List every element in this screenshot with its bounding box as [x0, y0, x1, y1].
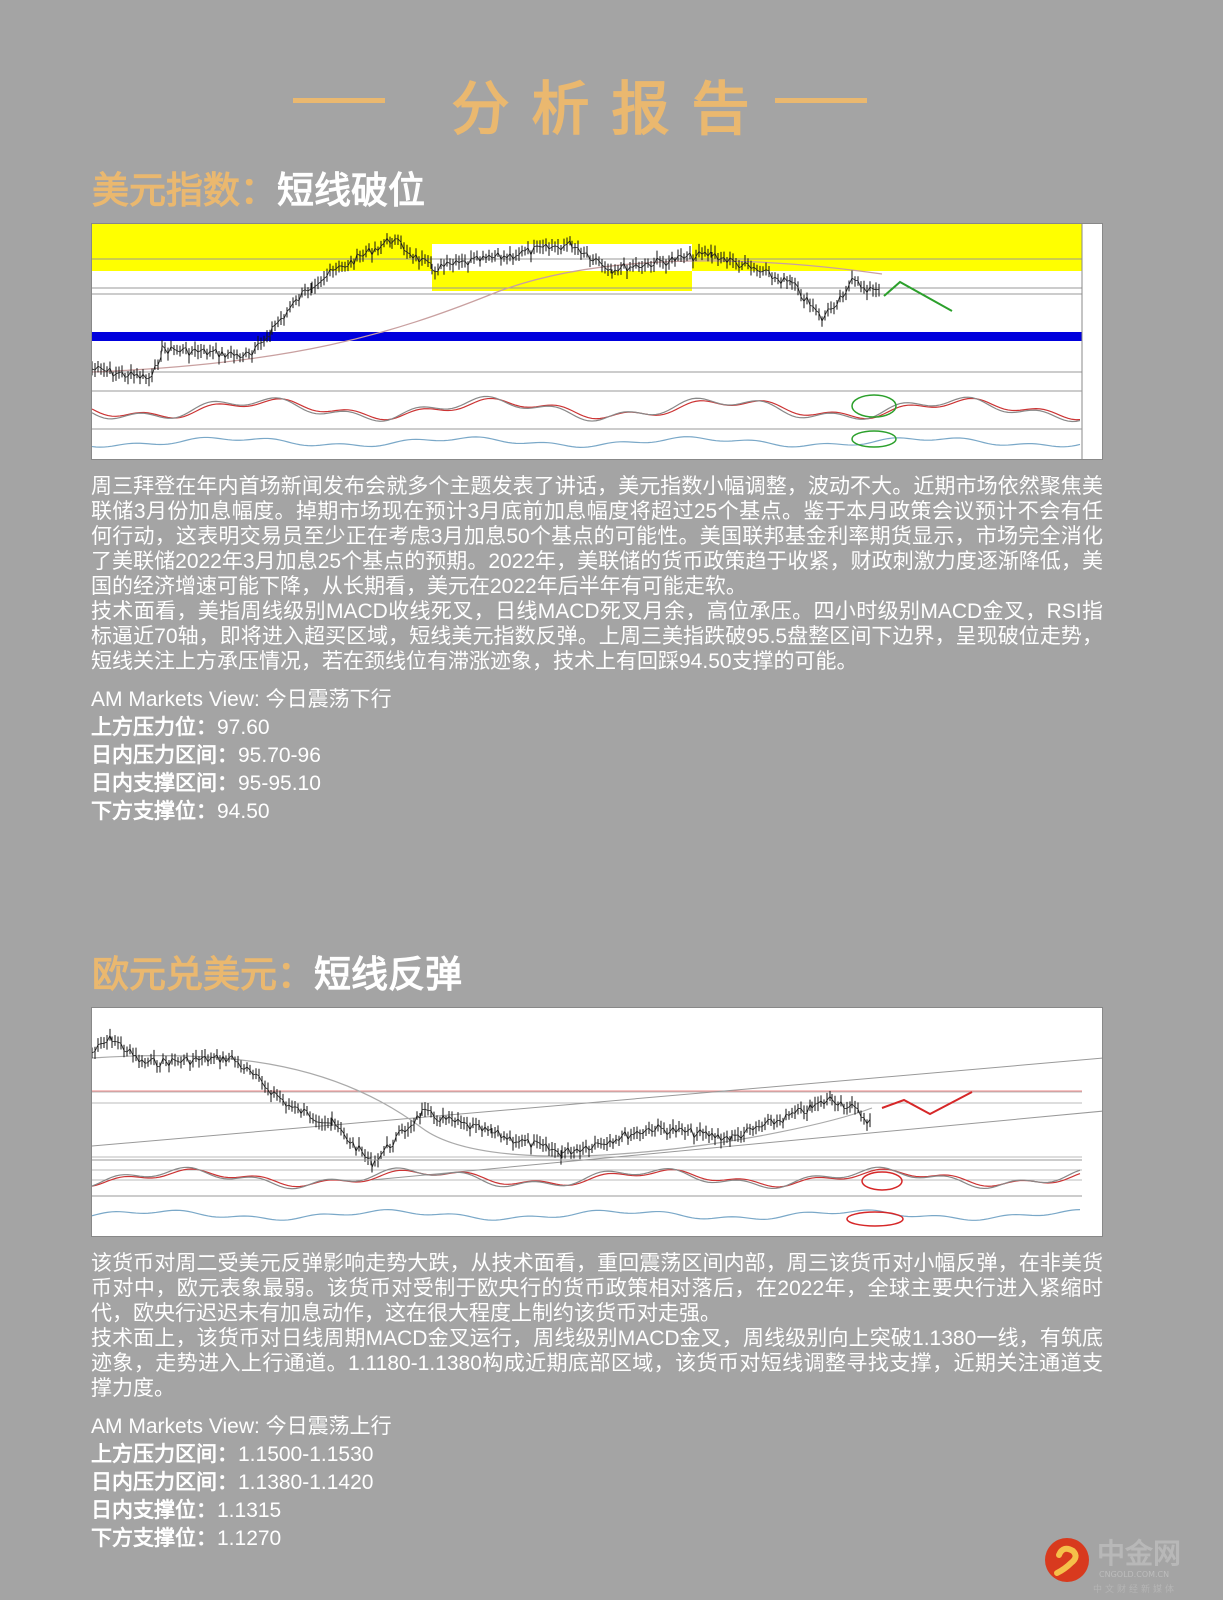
heading-view: 短线反弹 [314, 954, 462, 995]
forecast-arrow [883, 280, 953, 312]
eurusd-chart [91, 1007, 1105, 1237]
macd-signal-line [91, 1168, 1081, 1188]
highlight-circle [851, 394, 897, 418]
level-row: 日内支撑区间：95-95.10 [91, 772, 321, 795]
level-row: 上方压力区间：1.1500-1.1530 [91, 1443, 374, 1466]
paragraph: 技术面上，该货币对日线周期MACD金叉运行，周线级别MACD金叉，周线级别向上突… [91, 1327, 1103, 1400]
price-line [91, 237, 880, 380]
title-dash-right [775, 98, 867, 103]
level-row: 下方支撑位：1.1270 [91, 1527, 282, 1550]
usd-index-view: AM Markets View: 今日震荡下行 上方压力位：97.60 日内压力… [91, 686, 1103, 826]
paragraph: 周三拜登在年内首场新闻发布会就多个主题发表了讲话，美元指数小幅调整，波动不大。近… [91, 475, 1103, 598]
channel-lower [371, 1110, 1105, 1181]
highlight-circle [861, 1171, 903, 1191]
macd-line [91, 395, 1081, 423]
title-dash-left [293, 98, 385, 103]
paragraph: 技术面看，美指周线级别MACD收线死叉，日线MACD死叉月余，高位承压。四小时级… [91, 600, 1103, 673]
section-heading-usd-index: 美元指数：短线破位 [91, 168, 1103, 223]
usd-index-analysis: 周三拜登在年内首场新闻发布会就多个主题发表了讲话，美元指数小幅调整，波动不大。近… [91, 474, 1103, 674]
macd-line [91, 1166, 1081, 1190]
section-eurusd: 欧元兑美元：短线反弹 该货币对周二受美元反弹影响走势大跌，从技术面看，重回震荡区… [91, 952, 1105, 1553]
eurusd-view: AM Markets View: 今日震荡上行 上方压力区间：1.1500-1.… [91, 1413, 1103, 1553]
macd-signal-line [91, 397, 1081, 421]
view-title: AM Markets View: 今日震荡下行 [91, 688, 392, 711]
heading-view: 短线破位 [277, 170, 425, 211]
support-band [92, 332, 1082, 341]
level-row: 上方压力位：97.60 [91, 716, 270, 739]
heading-asset: 美元指数： [92, 170, 277, 211]
highlight-circle [851, 430, 897, 448]
level-row: 下方支撑位：94.50 [91, 800, 270, 823]
rsi-line [91, 436, 1081, 448]
eurusd-analysis: 该货币对周二受美元反弹影响走势大跌，从技术面看，重回震荡区间内部，周三该货币对小… [91, 1251, 1103, 1401]
usd-index-chart-image [91, 224, 1083, 460]
level-row: 日内压力区间：1.1380-1.1420 [91, 1471, 374, 1494]
cngold-logo: 中金网 CNGOLD.COM.CN 中文财经新媒体 [1045, 1537, 1181, 1595]
level-row: 日内支撑位：1.1315 [91, 1499, 282, 1522]
price-line [91, 1034, 871, 1169]
section-heading-eurusd: 欧元兑美元：短线反弹 [91, 952, 1103, 1007]
level-row: 日内压力区间：95.70-96 [91, 744, 321, 767]
report-body: 美元指数：短线破位 周三拜登在年内首场新闻发布会就多个主题发表了讲话，美元指数小… [91, 168, 1105, 1553]
heading-asset: 欧元兑美元： [92, 954, 314, 995]
highlight-circle [846, 1211, 904, 1227]
section-usd-index: 美元指数：短线破位 周三拜登在年内首场新闻发布会就多个主题发表了讲话，美元指数小… [91, 168, 1103, 952]
paragraph: 该货币对周二受美元反弹影响走势大跌，从技术面看，重回震荡区间内部，周三该货币对小… [91, 1252, 1103, 1325]
page-title: 分析报告 [451, 77, 772, 142]
moving-average [91, 1054, 873, 1157]
rsi-line [91, 1209, 1081, 1221]
usd-index-chart [91, 223, 1103, 460]
view-title: AM Markets View: 今日震荡上行 [91, 1415, 392, 1438]
channel-upper [91, 1057, 1105, 1147]
svg-text:CNGOLD.COM.CN: CNGOLD.COM.CN [1099, 1570, 1169, 1579]
logo-emblem-icon [1045, 1538, 1089, 1582]
forecast-arrow [881, 1091, 973, 1116]
svg-text:中文财经新媒体: 中文财经新媒体 [1093, 1583, 1177, 1595]
svg-text:中金网: 中金网 [1097, 1537, 1181, 1570]
eurusd-chart-image [91, 1028, 1105, 1227]
